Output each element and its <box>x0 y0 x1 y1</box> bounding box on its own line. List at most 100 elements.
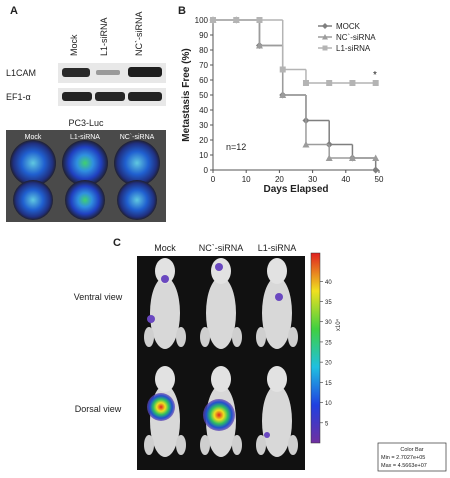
legend-marker <box>322 45 328 51</box>
marker <box>279 91 287 98</box>
marker <box>256 17 263 23</box>
panel-label: B <box>178 5 186 17</box>
colorbar-tick-label: 5 <box>325 421 329 427</box>
mouse-head <box>155 366 175 392</box>
well <box>65 180 105 220</box>
lane-label: Mock <box>69 34 79 56</box>
signal <box>147 315 155 323</box>
imaging-lane: L1-siRNA <box>70 134 100 141</box>
mouse-body <box>206 277 236 349</box>
signal <box>161 275 169 283</box>
row-label: L1CAM <box>6 68 36 78</box>
lane-label: L1-siRNA <box>99 17 109 56</box>
row-label: EF1-α <box>6 92 31 102</box>
marker <box>372 166 380 174</box>
mouse-head <box>155 258 175 284</box>
legend-label: MOCK <box>336 22 361 31</box>
mouse-leg <box>288 435 298 455</box>
lane-label: NC`-siRNA <box>134 12 144 57</box>
legend-label: L1-siRNA <box>336 44 371 53</box>
panel-label: A <box>10 5 18 17</box>
colorbar-tick-label: 10 <box>325 401 332 407</box>
imaging-lane: Mock <box>25 134 42 141</box>
marker <box>326 80 333 86</box>
x-tick-label: 50 <box>375 175 384 184</box>
blot-band <box>62 92 92 101</box>
legend-label: NC`-siRNA <box>336 33 376 42</box>
y-tick-label: 20 <box>199 136 208 145</box>
x-tick-label: 30 <box>308 175 317 184</box>
y-tick-label: 0 <box>204 166 209 175</box>
marker <box>372 80 379 86</box>
mouse-leg <box>232 327 242 347</box>
colorbar-tick-label: 25 <box>325 340 332 346</box>
x-tick-label: 40 <box>341 175 350 184</box>
row-label: Dorsal view <box>75 404 122 414</box>
mouse-leg <box>232 435 242 455</box>
y-tick-label: 10 <box>199 151 208 160</box>
legend-marker <box>322 23 328 29</box>
well <box>13 180 53 220</box>
y-tick-label: 90 <box>199 31 208 40</box>
mouse-leg <box>176 327 186 347</box>
mouse-leg <box>176 435 186 455</box>
annotation: * <box>373 70 377 81</box>
colorbar-tick-label: 20 <box>325 361 332 367</box>
mouse-leg <box>200 327 210 347</box>
column-label: NC`-siRNA <box>199 243 244 253</box>
mouse-head <box>267 258 287 284</box>
marker <box>210 17 216 23</box>
x-tick-label: 20 <box>275 175 284 184</box>
mouse-leg <box>144 435 154 455</box>
column-label: L1-siRNA <box>258 243 297 253</box>
marker <box>255 42 263 49</box>
mouse-leg <box>288 327 298 347</box>
signal <box>215 263 223 271</box>
marker <box>348 154 356 161</box>
mouse-leg <box>144 327 154 347</box>
mouse-leg <box>200 435 210 455</box>
mouse-body <box>262 385 292 457</box>
x-tick-label: 10 <box>242 175 251 184</box>
colorbar-tick-label: 40 <box>325 280 332 286</box>
column-label: Mock <box>154 243 176 253</box>
mouse-head <box>211 366 231 392</box>
signal <box>147 393 175 421</box>
blot-band <box>62 68 90 77</box>
well <box>117 180 157 220</box>
imaging-title: PC3-Luc <box>68 118 104 128</box>
colorbar-min: Min = 2.7027e+05 <box>381 455 425 461</box>
well <box>62 140 108 186</box>
mouse-leg <box>256 435 266 455</box>
color-bar-box <box>377 442 447 472</box>
marker <box>325 154 333 161</box>
blot-band <box>95 92 125 101</box>
annotation: n=12 <box>226 142 246 152</box>
y-tick-label: 60 <box>199 76 208 85</box>
signal <box>203 399 235 431</box>
mice <box>144 258 298 457</box>
marker <box>233 17 240 23</box>
signal <box>264 432 270 438</box>
colorbar-title: Color Bar <box>400 447 423 453</box>
well <box>114 140 160 186</box>
mouse-body <box>150 277 180 349</box>
marker <box>372 154 380 161</box>
blot-band <box>128 92 162 101</box>
mouse-body <box>262 277 292 349</box>
marker <box>302 141 310 148</box>
x-tick-label: 0 <box>211 175 216 184</box>
well <box>10 140 56 186</box>
imaging-lane: NC`-siRNA <box>120 134 155 141</box>
y-tick-label: 100 <box>195 16 209 25</box>
signal <box>275 293 283 301</box>
y-tick-label: 50 <box>199 91 208 100</box>
y-axis-label: Metastasis Free (%) <box>181 48 192 141</box>
blot-band <box>96 70 120 75</box>
y-tick-label: 70 <box>199 61 208 70</box>
marker <box>279 66 286 73</box>
y-tick-label: 80 <box>199 46 208 55</box>
color-bar <box>310 252 321 444</box>
marker <box>349 80 356 86</box>
